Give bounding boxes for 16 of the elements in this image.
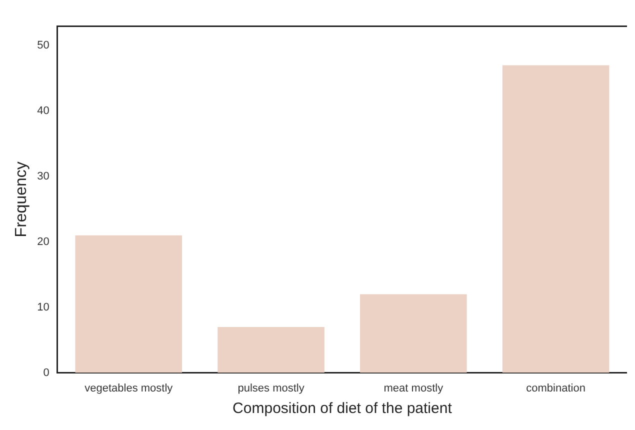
bar: [218, 326, 324, 373]
y-tick-label: 30: [37, 170, 50, 183]
y-axis-title: Frequency: [13, 162, 30, 238]
bar: [75, 235, 182, 373]
y-tick-label: 10: [37, 301, 50, 314]
x-tick-label: combination: [526, 382, 586, 394]
y-tick-label: 50: [37, 40, 50, 52]
y-tick-label: 0: [43, 366, 50, 379]
y-tick-label: 40: [37, 105, 50, 118]
bar: [360, 294, 467, 373]
x-tick-label: meat mostly: [384, 382, 444, 394]
y-tick-label: 20: [37, 236, 50, 248]
x-tick-label: pulses mostly: [238, 382, 305, 394]
bar: [502, 65, 610, 373]
x-tick-label: vegetables mostly: [84, 382, 174, 394]
x-axis-title: Composition of diet of the patient: [232, 400, 453, 418]
